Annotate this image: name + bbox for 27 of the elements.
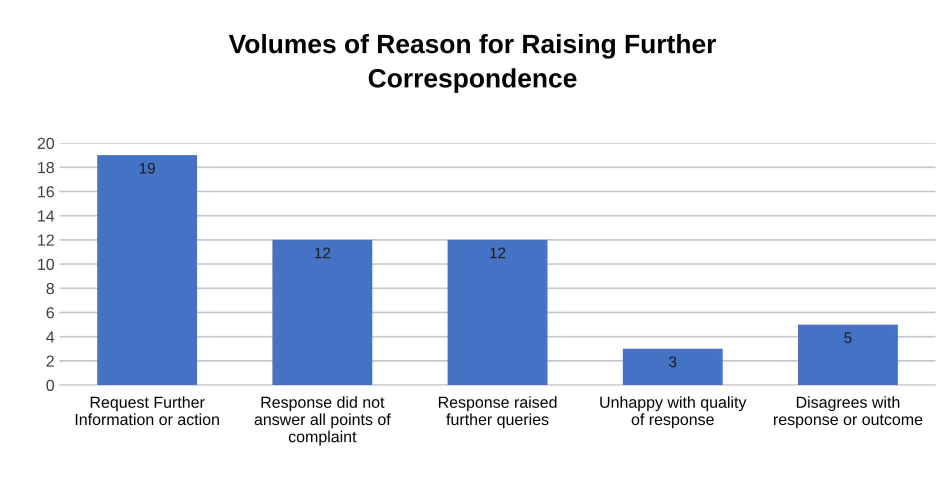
chart-title: Volumes of Reason for Raising Further Correspondence [228, 34, 716, 93]
data-label: 12 [490, 248, 506, 258]
data-label: 5 [844, 332, 852, 344]
y-tick-label: 6 [46, 307, 54, 318]
data-label: 19 [140, 162, 155, 174]
bar [97, 155, 198, 386]
y-tick-label: 14 [38, 210, 54, 222]
y-tick-label: 4 [46, 331, 54, 342]
bar [272, 240, 372, 386]
y-tick-label: 0 [46, 380, 54, 392]
y-tick-label: 8 [46, 282, 54, 294]
y-tick-label: 10 [38, 258, 54, 270]
bar [448, 240, 548, 386]
x-tick-label: Disagrees with response or outcome [774, 396, 922, 428]
data-label: 12 [315, 248, 330, 258]
x-tick-label: Unhappy with quality of response [600, 396, 746, 428]
x-tick-label: Request Further Information or action [76, 396, 219, 426]
x-tick-label: Response raised further queries [438, 396, 556, 428]
y-tick-label: 12 [38, 234, 54, 246]
data-label: 3 [669, 356, 676, 368]
x-tick-label: Response did not answer all points of complaint [254, 396, 391, 446]
y-tick-label: 18 [38, 162, 54, 174]
y-tick-label: 16 [38, 186, 54, 198]
y-tick-label: 2 [46, 356, 54, 367]
bar [798, 324, 898, 386]
bar [622, 348, 723, 386]
y-tick-label: 20 [38, 138, 54, 150]
